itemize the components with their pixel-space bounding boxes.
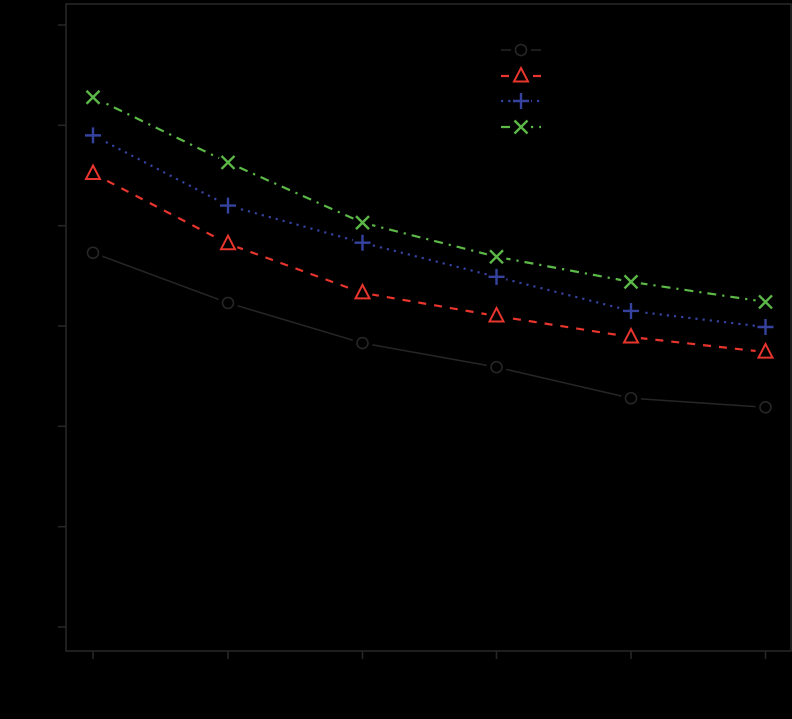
series-3-blue-plus-marker (488, 268, 505, 285)
legend-key-marker-series-1-black-circle (514, 43, 528, 57)
series-1-black-circle-marker (490, 360, 503, 374)
series-3-blue-plus-marker (354, 234, 371, 251)
series-1-black-circle-marker (624, 391, 638, 405)
marker-gap-mask (511, 40, 531, 60)
legend-key-marker-series-2-red-triangle (512, 65, 530, 83)
legend-key-marker-series-3-blue-plus (513, 93, 529, 109)
series-3-blue-plus-marker (220, 197, 236, 214)
marker-gap-mask (218, 292, 238, 313)
series-4-green-x-marker (85, 89, 101, 105)
series-3-blue-plus-marker (85, 127, 101, 144)
series-4-green-x-marker (489, 249, 504, 265)
marker-gap-mask (621, 388, 641, 409)
series-2-red-triangle-marker (487, 305, 506, 323)
series-1-black-circle-marker (759, 400, 772, 414)
plot-box (65, 3, 792, 652)
series-4-green-x-marker (758, 294, 773, 310)
series-3-blue-plus-marker (757, 319, 774, 336)
series-4-green-x-marker (623, 274, 639, 290)
marker-gap-mask (755, 397, 776, 418)
series-1-black-circle-line (92, 252, 766, 409)
series-4-green-x-line (92, 96, 766, 304)
series-4-green-x-marker (220, 155, 236, 170)
series-2-red-triangle-marker (353, 282, 372, 300)
series-4-green-x-marker (355, 215, 370, 231)
marker-gap-mask (486, 357, 507, 378)
series-2-red-triangle-marker (219, 233, 237, 251)
legend-key-marker-series-4-green-x (513, 119, 529, 135)
series-2-red-triangle-marker (84, 163, 102, 180)
series-2-red-triangle-marker (756, 341, 775, 359)
marker-gap-mask (83, 242, 103, 263)
series-1-black-circle-marker (356, 336, 369, 350)
series-3-blue-plus-marker (623, 302, 639, 319)
series-1-black-circle-marker (86, 246, 100, 260)
series-3-blue-plus-line (92, 134, 766, 329)
series-1-black-circle-marker (221, 296, 235, 310)
series-2-red-triangle-marker (622, 326, 640, 344)
marker-gap-mask (352, 333, 373, 354)
